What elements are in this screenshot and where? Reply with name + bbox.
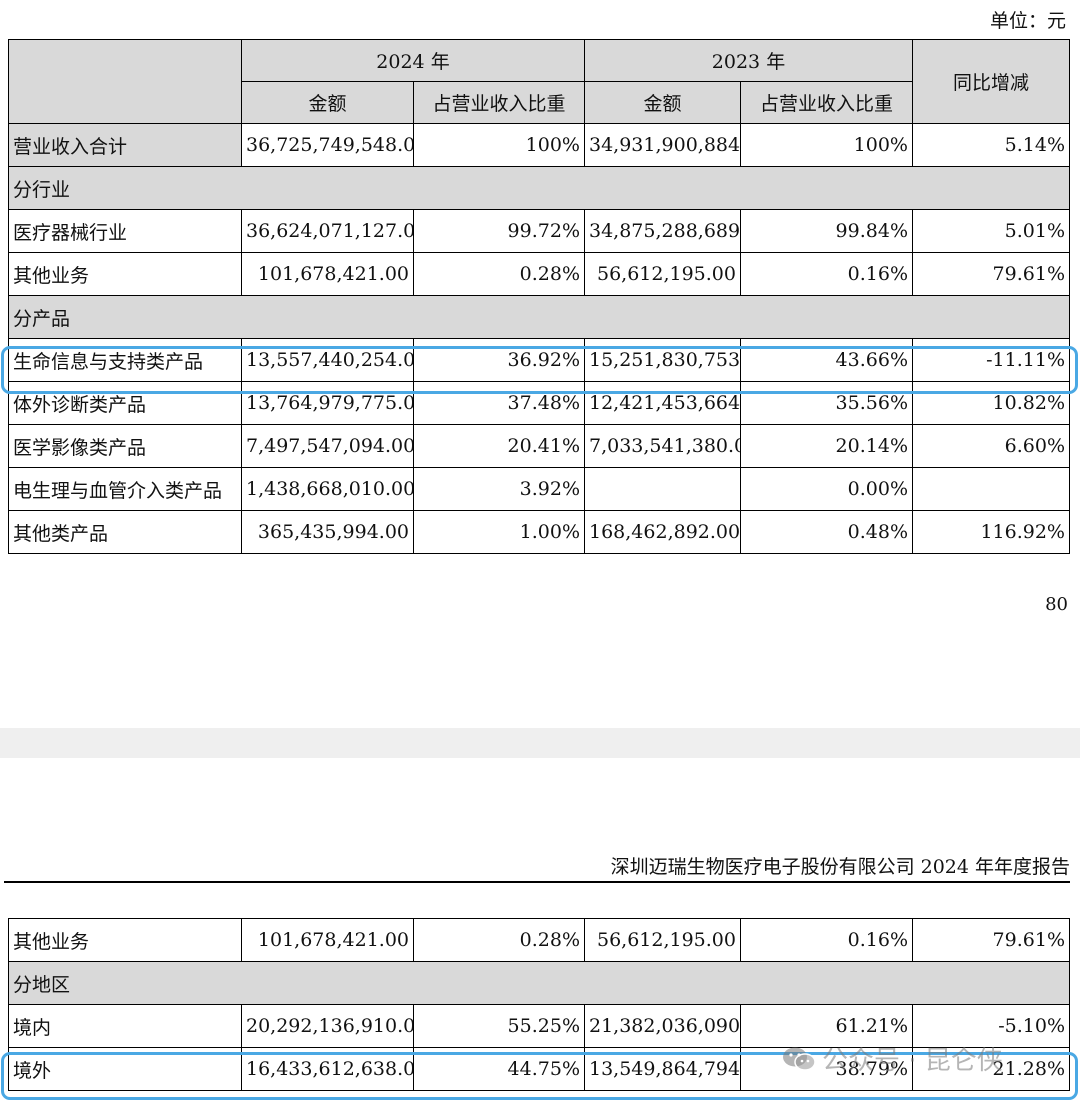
section-label: 分产品 [8,295,1070,339]
ratio-2024: 20.41% [413,424,585,468]
section-label: 分行业 [8,166,1070,210]
row-label: 生命信息与支持类产品 [8,338,242,382]
amount-2023: 168,462,892.00 [584,510,741,554]
amount-2024: 20,292,136,910.00 [241,1004,414,1048]
amount-2024: 101,678,421.00 [241,252,414,296]
highlight-box-overseas [1,1052,1078,1100]
ratio-2024: 0.28% [413,918,585,962]
section-label: 分地区 [8,961,1070,1005]
row-label: 境内 [8,1004,242,1048]
ratio-2024: 100% [413,123,585,167]
unit-label: 单位：元 [989,10,1066,32]
ratio-2023: 0.48% [740,510,913,554]
row-label: 其他类产品 [8,510,242,554]
ratio-2023: 43.66% [740,338,913,382]
amount-2023 [584,467,741,511]
ratio-2024: 3.92% [413,467,585,511]
row-label: 医学影像类产品 [8,424,242,468]
table-row: 电生理与血管介入类产品 1,438,668,010.00 3.92% 0.00% [8,467,1070,511]
ratio-2024: 36.92% [413,338,585,382]
amount-2024: 13,764,979,775.00 [241,381,414,425]
section-row-industry: 分行业 [8,166,1070,210]
amount-2024: 13,557,440,254.00 [241,338,414,382]
page-separator [0,728,1080,758]
row-label: 体外诊断类产品 [8,381,242,425]
revenue-table: 2024 年 2023 年 同比增减 金额 占营业收入比重 金额 占营业收入比重… [8,39,1070,554]
header-amount-2024: 金额 [241,81,414,124]
ratio-2023: 0.16% [740,918,913,962]
ratio-2023: 20.14% [740,424,913,468]
header-row-sub: 金额 占营业收入比重 金额 占营业收入比重 [9,81,1070,124]
yoy-change: -11.11% [912,338,1070,382]
amount-2023: 15,251,830,753.00 [584,338,741,382]
table-row: 其他业务 101,678,421.00 0.28% 56,612,195.00 … [8,918,1070,962]
ratio-2023: 100% [740,123,913,167]
yoy-change: 79.61% [912,918,1070,962]
yoy-change: -5.10% [912,1004,1070,1048]
yoy-change: 6.60% [912,424,1070,468]
amount-2024: 1,438,668,010.00 [241,467,414,511]
header-blank-cell [8,39,242,124]
yoy-change: 116.92% [912,510,1070,554]
yoy-change: 5.01% [912,209,1070,253]
header-rule [4,881,1070,883]
row-label: 其他业务 [8,918,242,962]
ratio-2023: 99.84% [740,209,913,253]
table-row-total: 营业收入合计 36,725,749,548.00 100% 34,931,900… [8,123,1070,167]
ratio-2024: 55.25% [413,1004,585,1048]
amount-2024: 7,497,547,094.00 [241,424,414,468]
amount-2023: 56,612,195.00 [584,252,741,296]
table-row: 医学影像类产品 7,497,547,094.00 20.41% 7,033,54… [8,424,1070,468]
table-row: 体外诊断类产品 13,764,979,775.00 37.48% 12,421,… [8,381,1070,425]
header-ratio-2023: 占营业收入比重 [740,81,913,124]
amount-2023: 7,033,541,380.00 [584,424,741,468]
yoy-change: 5.14% [912,123,1070,167]
ratio-2023: 35.56% [740,381,913,425]
amount-2023: 12,421,453,664.00 [584,381,741,425]
amount-2023: 34,931,900,884.00 [584,123,741,167]
table-row: 其他类产品 365,435,994.00 1.00% 168,462,892.0… [8,510,1070,554]
table-row: 医疗器械行业 36,624,071,127.00 99.72% 34,875,2… [8,209,1070,253]
row-label: 营业收入合计 [8,123,242,167]
table-row: 生命信息与支持类产品 13,557,440,254.00 36.92% 15,2… [8,338,1070,382]
ratio-2024: 99.72% [413,209,585,253]
amount-2024: 365,435,994.00 [241,510,414,554]
yoy-change [912,467,1070,511]
section-row-product: 分产品 [8,295,1070,339]
ratio-2023: 0.16% [740,252,913,296]
watermark-text: 公众号 · 昆仑侠 [822,1046,1003,1076]
ratio-2023: 0.00% [740,467,913,511]
section-row-region: 分地区 [8,961,1070,1005]
amount-2024: 36,725,749,548.00 [241,123,414,167]
ratio-2024: 37.48% [413,381,585,425]
header-2023: 2023 年 [584,39,913,82]
amount-2024: 101,678,421.00 [241,918,414,962]
ratio-2024: 0.28% [413,252,585,296]
header-amount-2023: 金额 [584,81,741,124]
row-label: 医疗器械行业 [8,209,242,253]
header-ratio-2024: 占营业收入比重 [413,81,585,124]
yoy-change: 79.61% [912,252,1070,296]
header-2024: 2024 年 [241,39,585,82]
highlight-box-life-products [1,346,1078,394]
header-change: 同比增减 [912,39,1070,124]
ratio-2024: 1.00% [413,510,585,554]
page-number: 80 [1045,594,1068,615]
amount-2023: 21,382,036,090.00 [584,1004,741,1048]
row-label: 其他业务 [8,252,242,296]
table-row: 其他业务 101,678,421.00 0.28% 56,612,195.00 … [8,252,1070,296]
row-label: 电生理与血管介入类产品 [8,467,242,511]
wechat-icon [782,1046,816,1072]
amount-2024: 36,624,071,127.00 [241,209,414,253]
running-header: 深圳迈瑞生物医疗电子股份有限公司 2024 年年度报告 [610,856,1070,878]
amount-2023: 34,875,288,689.00 [584,209,741,253]
amount-2023: 56,612,195.00 [584,918,741,962]
watermark: 公众号 · 昆仑侠 [782,1040,1003,1077]
header-row-years: 2024 年 2023 年 同比增减 [8,39,1070,124]
